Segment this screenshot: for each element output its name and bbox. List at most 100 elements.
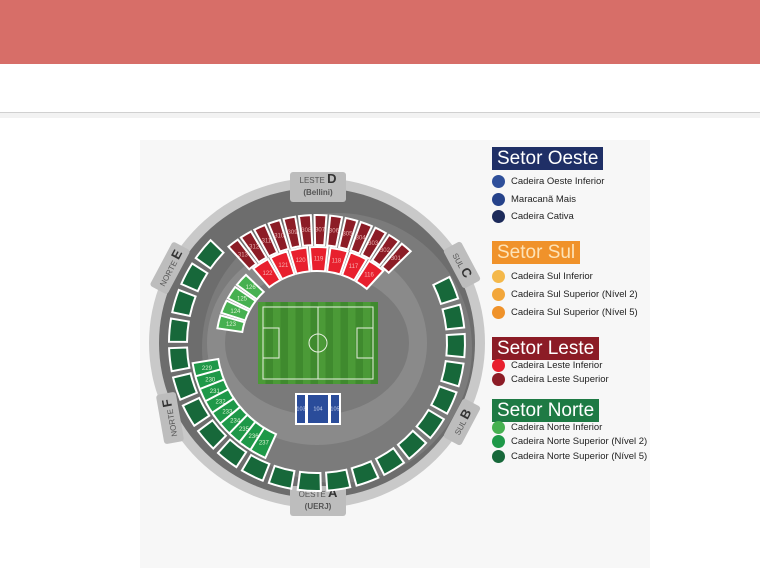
field-stripe	[318, 302, 326, 384]
section-label-237: 237	[259, 440, 270, 446]
section-label-234: 234	[230, 419, 241, 425]
section-306	[326, 214, 344, 248]
section-norte-superior-nivel-5	[431, 275, 460, 306]
section-norte-superior-nivel-5	[296, 470, 322, 492]
section-label-312: 312	[249, 245, 260, 251]
legend-item-label: Cadeira Oeste Inferior	[511, 176, 605, 187]
divider	[0, 112, 760, 113]
legend-item-label: Cadeira Norte Inferior	[511, 422, 603, 433]
legend-item: Maracanã Mais	[492, 193, 576, 206]
legend-swatch-icon	[492, 435, 505, 448]
section-norte-superior-nivel-5	[325, 468, 352, 492]
field-stripe	[273, 302, 281, 384]
section-308	[297, 214, 314, 248]
section-norte-superior-nivel-5	[194, 238, 225, 270]
section-label-302: 302	[380, 248, 391, 254]
section-303	[360, 226, 388, 261]
section-237	[249, 426, 278, 460]
section-norte-superior-nivel-5	[374, 446, 406, 477]
gate-sublabel: (Bellini)	[303, 188, 333, 197]
stadium-map: LESTE D (Bellini) OESTE A (UERJ) NORTE E NORT…	[140, 140, 650, 568]
section-norte-superior-nivel-5	[445, 332, 466, 359]
section-label-230: 230	[205, 378, 216, 384]
legend-item-label: Cadeira Norte Superior (Nível 5)	[511, 451, 648, 462]
gate-label: LESTE D	[300, 171, 337, 186]
section-label-122: 122	[262, 271, 273, 277]
section-label-103: 103	[296, 406, 305, 412]
legend-swatch-icon	[492, 270, 505, 283]
section-120	[288, 246, 311, 275]
section-label-306: 306	[329, 229, 340, 235]
section-119	[308, 246, 329, 273]
legend-item: Cadeira Norte Superior (Nível 5)	[492, 450, 647, 463]
gate-box	[150, 242, 190, 294]
legend-heading: Setor Sul	[492, 241, 581, 264]
section-122	[251, 257, 282, 289]
section-125	[226, 285, 258, 311]
legend-item: Cadeira Norte Superior (Nível 2)	[492, 435, 647, 448]
section-norte-superior-nivel-5	[196, 418, 228, 450]
section-norte-superior-nivel-5	[415, 408, 446, 440]
section-norte-superior-nivel-5	[396, 429, 428, 461]
section-norte-superior-nivel-5	[167, 317, 190, 343]
gate-norte-e: NORTE E	[150, 242, 190, 294]
legend-swatch-icon	[492, 373, 505, 386]
legend-heading: Setor Oeste	[492, 147, 604, 170]
legend-item: Cadeira Sul Superior (Nível 2)	[492, 288, 638, 301]
legend-item: Cadeira Sul Inferior	[492, 270, 593, 283]
section-309	[282, 215, 302, 250]
section-312	[239, 230, 268, 264]
section-126	[235, 273, 266, 301]
section-label-121: 121	[278, 263, 289, 269]
section-label-233: 233	[222, 409, 233, 415]
section-label-311: 311	[262, 238, 272, 244]
section-label-305: 305	[342, 231, 353, 237]
section-norte-superior-nivel-5	[216, 438, 248, 469]
section-301	[380, 242, 413, 275]
legend-swatch-icon	[492, 450, 505, 463]
legend-item-label: Maracanã Mais	[511, 194, 576, 205]
section-label-120: 120	[296, 258, 307, 264]
penalty-area-right	[356, 327, 374, 359]
content-band	[0, 113, 760, 118]
legend-swatch-icon	[492, 421, 505, 434]
gate-oeste-a: OESTE A (UERJ)	[290, 485, 346, 516]
gate-sublabel: (UERJ)	[305, 502, 332, 511]
section-label-308: 308	[301, 228, 312, 234]
section-norte-superior-nivel-5	[267, 464, 296, 490]
section-label-310: 310	[274, 233, 285, 239]
field-stripe	[288, 302, 296, 384]
legend-item: Cadeira Sul Superior (Nível 5)	[492, 306, 638, 319]
section-307	[313, 214, 328, 247]
legend-swatch-icon	[492, 175, 505, 188]
gate-box	[443, 241, 481, 289]
gate-norte-f: NORTE F	[156, 392, 184, 444]
stadium-diagram: LESTE D (Bellini) OESTE A (UERJ) NORTE E NORT…	[149, 171, 485, 516]
gate-box	[290, 172, 346, 202]
section-norte-superior-nivel-5	[240, 453, 271, 482]
field-stripe	[333, 302, 341, 384]
section-label-105: 105	[330, 406, 339, 412]
legend-item-label: Cadeira Sul Superior (Nível 2)	[511, 289, 638, 300]
gate-box	[443, 398, 481, 446]
field-stripe	[348, 302, 356, 384]
legend-item-label: Cadeira Sul Inferior	[511, 271, 593, 282]
section-norte-superior-nivel-5	[440, 359, 465, 388]
legend-swatch-icon	[492, 210, 505, 223]
section-313	[227, 238, 258, 271]
section-305	[337, 216, 359, 251]
field-stripe	[363, 302, 371, 384]
section-label-104: 104	[313, 406, 322, 412]
legend-item-label: Cadeira Norte Superior (Nível 2)	[511, 436, 648, 447]
section-label-125: 125	[237, 296, 248, 302]
section-label-118: 118	[332, 259, 342, 265]
gate-label: OESTE A	[299, 485, 338, 500]
legend-swatch-icon	[492, 193, 505, 206]
section-label-303: 303	[368, 241, 379, 247]
section-121	[269, 250, 296, 281]
section-label-126: 126	[246, 285, 257, 291]
section-norte-superior-nivel-5	[350, 459, 380, 487]
section-norte-superior-nivel-5	[171, 288, 197, 318]
gate-sul-b: SUL B	[443, 398, 481, 446]
legend-item: Cadeira Oeste Inferior	[492, 175, 604, 188]
